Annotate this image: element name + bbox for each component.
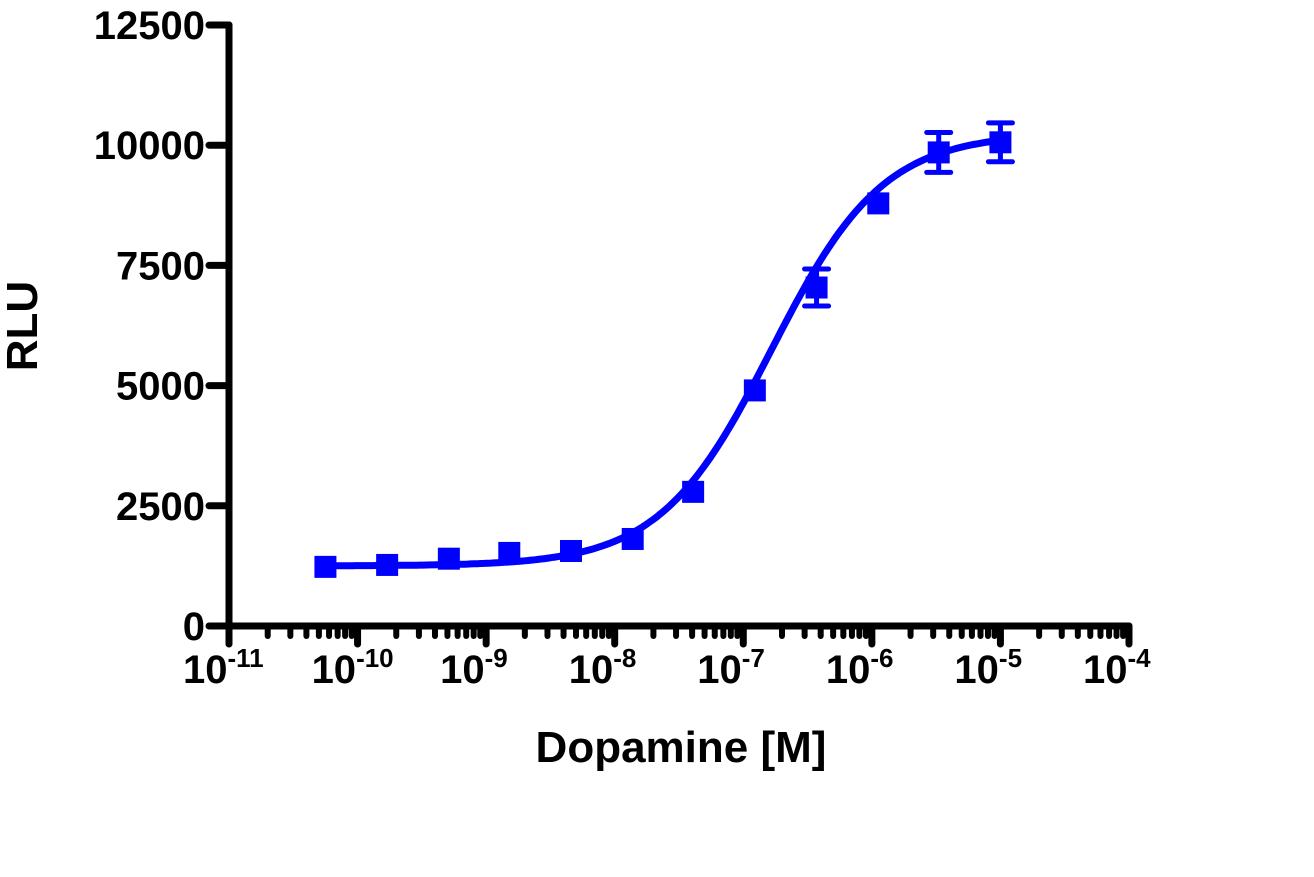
x-tick-label: 10-8: [569, 643, 637, 692]
data-point: [924, 129, 954, 175]
data-point: [802, 266, 832, 309]
y-tick-label: 5000: [116, 365, 205, 409]
x-axis-title: Dopamine [M]: [536, 723, 827, 772]
data-point: [743, 379, 766, 402]
data-point: [985, 120, 1015, 165]
x-tick-label: 10-5: [954, 643, 1022, 692]
x-tick-label: 10-4: [1083, 643, 1151, 692]
data-point: [867, 192, 890, 215]
x-tick-label: 10-10: [312, 643, 394, 692]
y-tick-label: 10000: [94, 124, 205, 168]
data-point: [621, 527, 644, 550]
x-tick-label: 10-9: [440, 643, 508, 692]
data-point: [682, 480, 705, 503]
data-point: [498, 541, 521, 564]
data-point: [314, 555, 337, 578]
y-tick-label: 7500: [116, 244, 205, 288]
x-tick-label: 10-7: [697, 643, 765, 692]
fit-curve: [321, 136, 1004, 570]
x-tick-label: 10-6: [826, 643, 894, 692]
y-tick-label: 2500: [116, 485, 205, 529]
y-axis-title: RLU: [0, 281, 47, 371]
y-tick-label: 12500: [94, 4, 205, 48]
data-point: [376, 553, 399, 576]
x-tick-label: 10-11: [183, 643, 264, 692]
data-point: [437, 547, 460, 570]
y-axis: 0 2500 5000 7500 10000 12500: [94, 4, 233, 649]
y-tick-label: 0: [183, 605, 205, 649]
data-point: [559, 539, 582, 562]
data-points: [314, 120, 1015, 578]
x-axis: 10-11 10-10 10-9 10-8 10-7 10-6 10-5 10-4: [183, 622, 1151, 692]
